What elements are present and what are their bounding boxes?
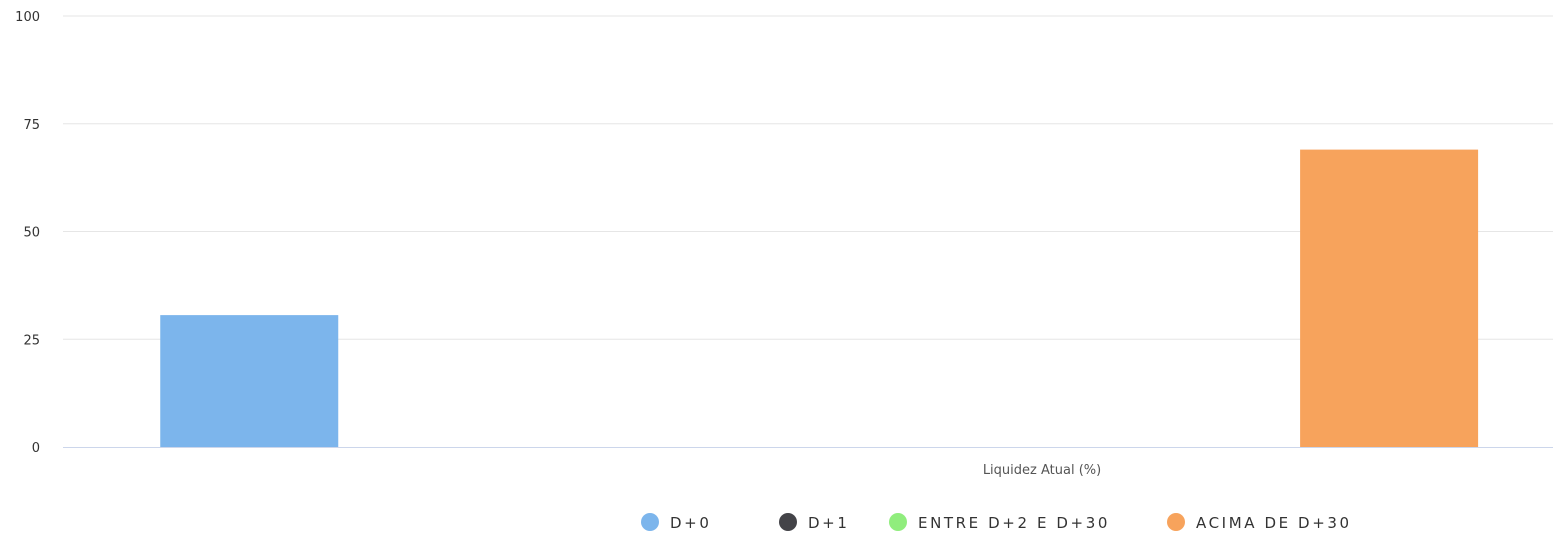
y-tick-label: 100	[15, 10, 40, 25]
legend-label: ENTRE D+2 E D+30	[918, 514, 1110, 532]
bar-d-0[interactable]	[160, 315, 339, 447]
legend-marker	[889, 513, 907, 531]
y-tick-label: 50	[23, 226, 40, 241]
bars	[160, 149, 1479, 448]
legend-marker	[641, 513, 659, 531]
legend: D+0 D+1 ENTRE D+2 E D+30 ACIMA DE D+30	[641, 513, 1352, 532]
legend-item-d-0[interactable]: D+0	[641, 513, 711, 532]
legend-item-d-1[interactable]: D+1	[779, 513, 849, 532]
legend-item-acima-de-d-30[interactable]: ACIMA DE D+30	[1167, 513, 1352, 532]
axis-labels: 0 25 50 75 100 Liquidez Atual (%)	[15, 10, 1101, 478]
legend-label: D+0	[670, 514, 711, 532]
x-category-label: Liquidez Atual (%)	[983, 463, 1101, 478]
legend-label: ACIMA DE D+30	[1196, 514, 1352, 532]
y-tick-label: 75	[23, 118, 40, 133]
y-tick-label: 25	[23, 333, 40, 348]
legend-marker	[1167, 513, 1185, 531]
legend-label: D+1	[808, 514, 849, 532]
legend-item-entre-d-2-e-d-30[interactable]: ENTRE D+2 E D+30	[889, 513, 1110, 532]
legend-marker	[779, 513, 797, 531]
bar-acima-de-d-30[interactable]	[1300, 149, 1479, 448]
y-tick-label: 0	[32, 441, 40, 456]
